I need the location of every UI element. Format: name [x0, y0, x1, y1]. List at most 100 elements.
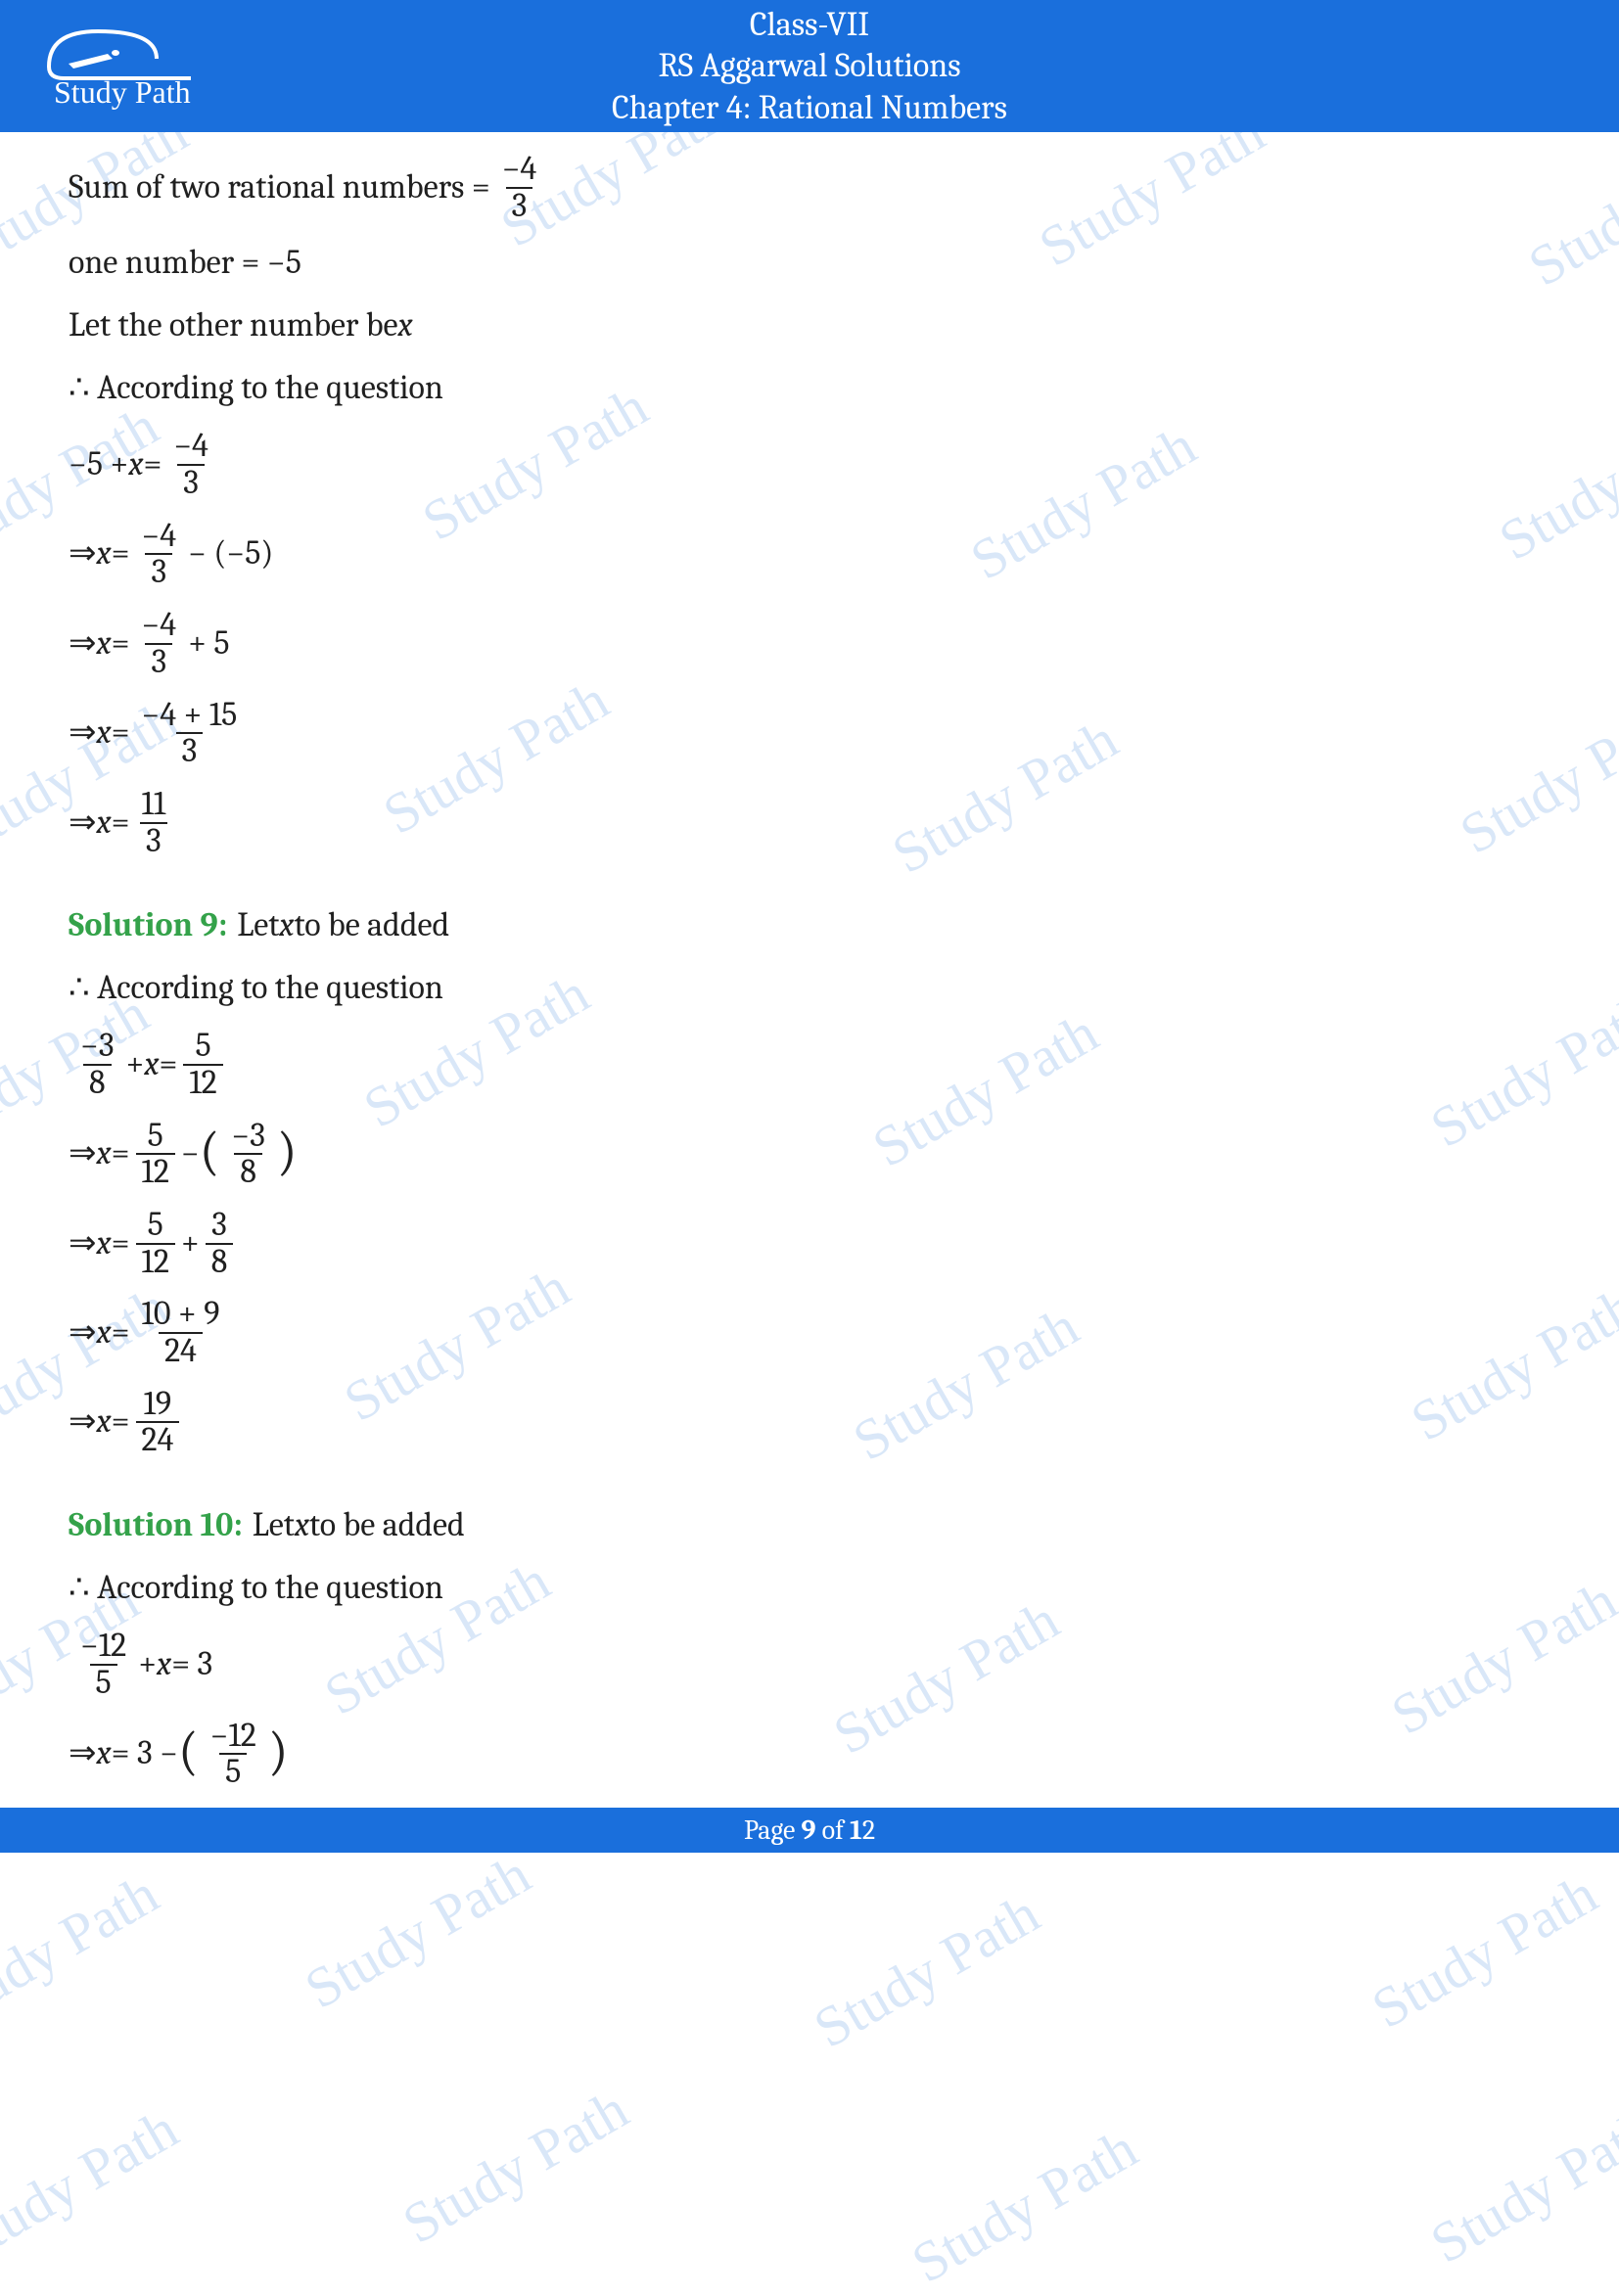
footer-text: Page: [744, 1814, 802, 1846]
text: =: [112, 801, 130, 846]
variable-x: x: [97, 1310, 112, 1355]
header-chapter: Chapter 4: Rational Numbers: [0, 87, 1619, 129]
text: =: [112, 1221, 130, 1266]
fraction: −43: [136, 608, 183, 679]
page-content: Sum of two rational numbers = −43 one nu…: [0, 132, 1619, 1790]
text-line: ∴ According to the question: [69, 366, 1550, 411]
variable-x: x: [97, 621, 112, 666]
equation-line: ⇒ x = 512 − ( −38 ): [69, 1119, 1550, 1190]
text-line: one number = −5: [69, 241, 1550, 286]
fraction: −4 + 153: [136, 698, 244, 769]
text: Let the other number be: [69, 303, 398, 348]
page-footer: Page 9 of 12: [0, 1808, 1619, 1853]
fraction: 512: [136, 1208, 175, 1279]
variable-x: x: [97, 1731, 112, 1776]
variable-x: x: [157, 1642, 171, 1687]
fraction: 10 + 924: [136, 1297, 226, 1368]
fraction: 113: [136, 787, 172, 858]
variable-x: x: [97, 1221, 112, 1266]
variable-x: x: [97, 711, 112, 756]
text: =: [160, 1042, 178, 1087]
fraction: −125: [205, 1719, 262, 1790]
footer-page-current: 9: [802, 1814, 816, 1846]
text: ⇒: [69, 621, 97, 666]
fraction: −43: [167, 429, 214, 500]
equation-line: ⇒ x = 10 + 924: [69, 1297, 1550, 1368]
fraction: 512: [136, 1119, 175, 1190]
text: ⇒: [69, 531, 97, 576]
footer-page-total-1: 1: [850, 1814, 862, 1846]
fraction: −43: [136, 519, 183, 590]
variable-x: x: [97, 531, 112, 576]
equation-line: ⇒ x = 3 − ( −125 ): [69, 1719, 1550, 1790]
text: Let: [253, 1503, 295, 1548]
variable-x: x: [97, 1400, 112, 1445]
right-paren-icon: ): [277, 1128, 298, 1176]
text: +: [181, 1221, 200, 1266]
variable-x: x: [144, 1042, 159, 1087]
equation-line: ⇒ x = 512 + 38: [69, 1208, 1550, 1279]
right-paren-icon: ): [268, 1728, 289, 1776]
fraction: 1924: [136, 1387, 180, 1458]
text-line: ∴ According to the question: [69, 966, 1550, 1011]
fraction: 38: [206, 1208, 234, 1279]
text: Let: [237, 903, 279, 948]
header-book: RS Aggarwal Solutions: [0, 45, 1619, 87]
footer-text: of: [815, 1814, 850, 1846]
text: ⇒: [69, 1221, 97, 1266]
variable-x: x: [279, 903, 294, 948]
text-line: Let the other number be x: [69, 303, 1550, 348]
fraction: −38: [225, 1119, 271, 1190]
equation-line: −38 + x = 512: [69, 1029, 1550, 1100]
text: =: [112, 1400, 130, 1445]
text: ⇒: [69, 1310, 97, 1355]
page-header: Study Path Class-VII RS Aggarwal Solutio…: [0, 0, 1619, 132]
text: =: [112, 621, 130, 666]
equation-line: ⇒ x = −43 + 5: [69, 608, 1550, 679]
equation-line: −5 + x = −43: [69, 429, 1550, 500]
text: =: [112, 531, 130, 576]
variable-x: x: [97, 801, 112, 846]
text: =: [112, 1131, 130, 1176]
text-line: ∴ According to the question: [69, 1566, 1550, 1611]
text: = 3: [171, 1642, 212, 1687]
fraction: −43: [496, 152, 543, 223]
header-class: Class-VII: [0, 4, 1619, 46]
text: =: [112, 1310, 130, 1355]
fraction: −38: [74, 1029, 120, 1100]
fraction: −125: [74, 1629, 132, 1700]
solution-label: Solution 9:: [69, 903, 227, 948]
left-paren-icon: (: [200, 1128, 220, 1176]
footer-page-total-2: 2: [862, 1814, 875, 1846]
equation-line: ⇒ x = −43 − (−5): [69, 519, 1550, 590]
equation-line: ⇒ x = 1924: [69, 1387, 1550, 1458]
text: ⇒: [69, 1731, 97, 1776]
spacer: [69, 1476, 1550, 1503]
equation-line: −125 + x = 3: [69, 1629, 1550, 1700]
variable-x: x: [97, 1131, 112, 1176]
fraction: 512: [183, 1029, 222, 1100]
text: ⇒: [69, 1400, 97, 1445]
variable-x: x: [398, 303, 413, 348]
equation-line: ⇒ x = −4 + 153: [69, 698, 1550, 769]
text: ⇒: [69, 711, 97, 756]
text: ∴ According to the question: [69, 1566, 443, 1611]
text: to be added: [294, 903, 449, 948]
text: −: [181, 1131, 200, 1176]
text: =: [112, 711, 130, 756]
text: ⇒: [69, 1131, 97, 1176]
text: − (−5): [188, 531, 273, 576]
spacer: [69, 876, 1550, 903]
text: ∴ According to the question: [69, 966, 443, 1011]
variable-x: x: [295, 1503, 309, 1548]
text: one number = −5: [69, 241, 301, 286]
header-titles: Class-VII RS Aggarwal Solutions Chapter …: [0, 4, 1619, 129]
text: to be added: [309, 1503, 465, 1548]
text: Sum of two rational numbers =: [69, 165, 490, 210]
text: +: [138, 1642, 157, 1687]
solution-heading: Solution 9: Let x to be added: [69, 903, 1550, 948]
text: + 5: [188, 621, 229, 666]
text: =: [143, 442, 162, 487]
solution-heading: Solution 10: Let x to be added: [69, 1503, 1550, 1548]
text: = 3 −: [112, 1731, 178, 1776]
